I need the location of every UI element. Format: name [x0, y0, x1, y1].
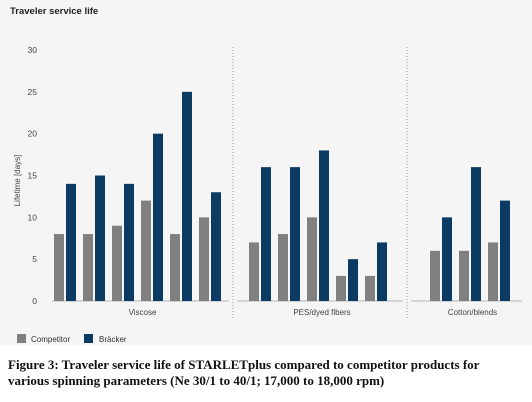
bar-competitor [278, 234, 288, 301]
bar-competitor [430, 250, 440, 301]
bar-competitor [336, 275, 346, 301]
caption-line-1: Figure 3: Traveler service life of STARL… [8, 357, 480, 372]
y-tick-label: 25 [28, 87, 38, 97]
bar-bracker [319, 150, 329, 301]
legend-label-bracker: Bräcker [99, 335, 127, 344]
caption-line-2: various spinning parameters (Ne 30/1 to … [8, 373, 385, 388]
bar-chart: 0 5 10 15 20 25 30 Lifetime [days] Viscose PES/dy… [13, 45, 522, 344]
bar-competitor [307, 217, 317, 301]
bar-bracker [500, 200, 510, 301]
bar-bracker [290, 167, 300, 301]
bar-competitor [199, 217, 209, 301]
y-tick-label: 0 [32, 296, 37, 306]
legend-swatch-bracker [84, 334, 93, 343]
y-tick-label: 10 [28, 212, 38, 222]
y-tick-label: 20 [28, 129, 38, 139]
category-label: PES/dyed fibers [293, 308, 350, 317]
legend-swatch-competitor [17, 334, 26, 343]
bar-bracker [182, 91, 192, 301]
bar-bracker [261, 167, 271, 301]
bar-competitor [112, 225, 122, 301]
category-label: Viscose [129, 308, 157, 317]
category-label: Cotton/blends [448, 308, 497, 317]
bar-competitor [459, 250, 469, 301]
bar-competitor [54, 234, 64, 301]
bar-bracker [153, 133, 163, 301]
y-tick-label: 15 [28, 171, 38, 181]
y-tick-label: 5 [32, 254, 37, 264]
bar-bracker [442, 217, 452, 301]
bar-bracker [66, 183, 76, 301]
chart-title: Traveler service life [10, 6, 99, 17]
bar-competitor [488, 242, 498, 301]
bar-competitor [141, 200, 151, 301]
bar-bracker [95, 175, 105, 301]
bar-bracker [211, 192, 221, 301]
bar-competitor [365, 275, 375, 301]
bar-bracker [377, 242, 387, 301]
bar-bracker [124, 183, 134, 301]
legend-label-competitor: Competitor [31, 335, 70, 344]
bar-competitor [170, 234, 180, 301]
figure-caption: Figure 3: Traveler service life of STARL… [8, 357, 528, 389]
bar-bracker [471, 167, 481, 301]
y-tick-label: 30 [28, 45, 38, 55]
bar-competitor [83, 234, 93, 301]
y-axis-title: Lifetime [days] [13, 155, 22, 207]
bar-bracker [348, 259, 358, 301]
bar-competitor [249, 242, 259, 301]
